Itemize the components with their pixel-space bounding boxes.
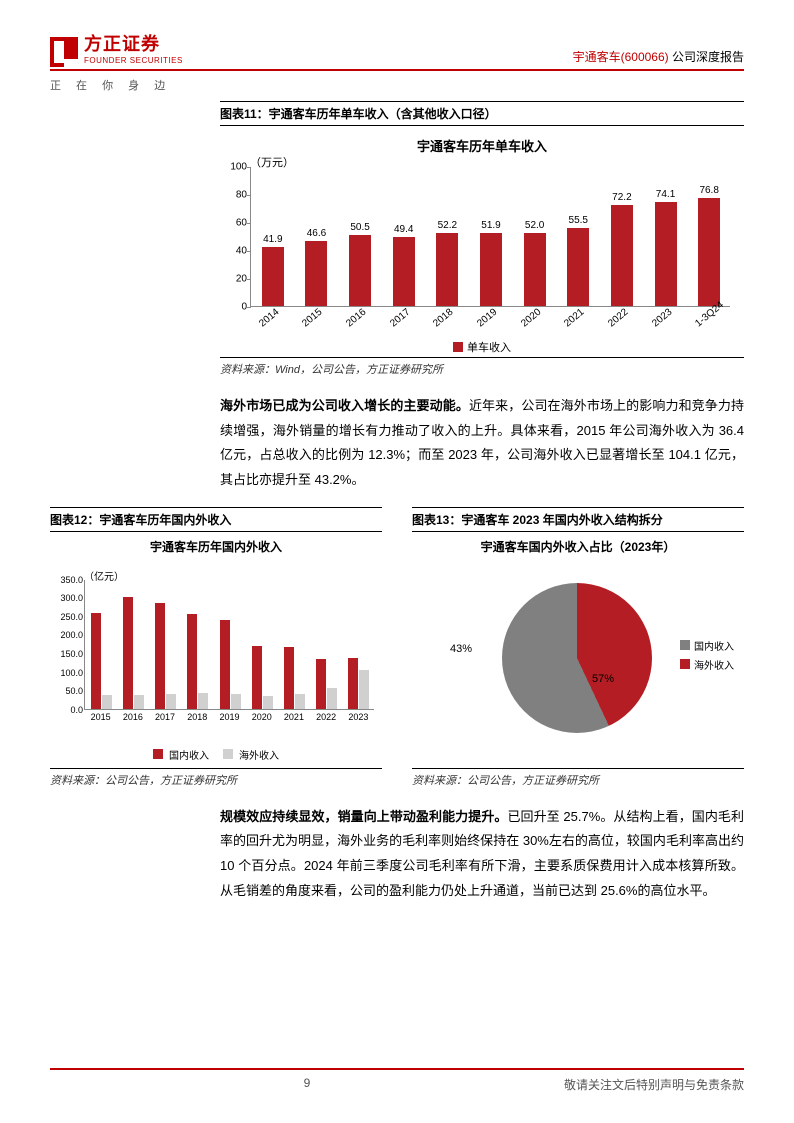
legend-square-icon <box>153 749 163 759</box>
pie-label-domestic: 57% <box>592 673 614 685</box>
stock-code: 宇通客车(600066) <box>573 50 669 64</box>
tagline: 正 在 你 身 边 <box>50 77 744 93</box>
header-right: 宇通客车(600066) 公司深度报告 <box>573 48 744 65</box>
paragraph-1: 海外市场已成为公司收入增长的主要动能。近年来，公司在海外市场上的影响力和竞争力持… <box>220 394 744 493</box>
chart12-legend: 国内收入 海外收入 <box>153 747 279 762</box>
chart12-title: 宇通客车历年国内外收入 <box>50 538 382 555</box>
pie-label-overseas: 43% <box>450 643 472 655</box>
page-header: 方正证券 FOUNDER SECURITIES 宇通客车(600066) 公司深… <box>50 30 744 71</box>
chart11-table-title: 图表11：宇通客车历年单车收入（含其他收入口径） <box>220 101 744 126</box>
chart11-legend: 单车收入 <box>453 339 511 355</box>
chart13-table-title: 图表13：宇通客车 2023 年国内外收入结构拆分 <box>412 507 744 532</box>
chart13-title: 宇通客车国内外收入占比（2023年） <box>412 538 744 555</box>
chart12: 宇通客车历年国内外收入 （亿元） 0.050.0100.0150.0200.02… <box>50 538 382 768</box>
chart11-source: 资料来源：Wind，公司公告，方正证券研究所 <box>220 357 744 380</box>
chart11-title: 宇通客车历年单车收入 <box>220 136 744 155</box>
logo-icon <box>50 37 78 59</box>
chart12-table-title: 图表12：宇通客车历年国内外收入 <box>50 507 382 532</box>
legend-square-icon <box>680 640 690 650</box>
chart12-source: 资料来源：公司公告，方正证券研究所 <box>50 768 382 791</box>
brand-cn: 方正证券 <box>84 30 183 56</box>
footer-disclaimer: 敬请关注文后特别声明与免责条款 <box>564 1076 744 1093</box>
page-number: 9 <box>304 1076 311 1093</box>
page-footer: 9 敬请关注文后特别声明与免责条款 <box>0 1068 794 1093</box>
report-type: 公司深度报告 <box>669 50 744 64</box>
chart13-legend: 国内收入 海外收入 <box>680 638 734 676</box>
chart11: 宇通客车历年单车收入 （万元） 02040608010041.9201446.6… <box>220 132 744 357</box>
legend-square-icon <box>223 749 233 759</box>
pie-chart <box>502 583 652 733</box>
legend-square-icon <box>680 659 690 669</box>
brand-en: FOUNDER SECURITIES <box>84 56 183 65</box>
paragraph-2: 规模效应持续显效，销量向上带动盈利能力提升。已回升至 25.7%。从结构上看，国… <box>220 805 744 904</box>
chart13-source: 资料来源：公司公告，方正证券研究所 <box>412 768 744 791</box>
legend-square-icon <box>453 342 463 352</box>
chart13: 宇通客车国内外收入占比（2023年） 43% 57% 国内收入 海外收入 <box>412 538 744 768</box>
